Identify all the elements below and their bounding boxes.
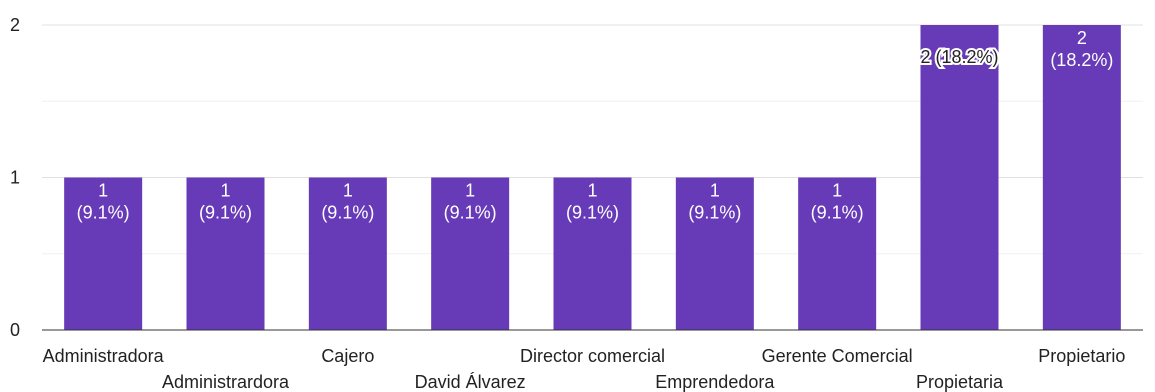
y-tick-label: 2 [10,15,20,35]
data-label: 1 [98,181,108,201]
y-tick-label: 0 [10,320,20,340]
x-tick-label: Cajero [321,346,374,366]
data-label: (9.1%) [566,203,619,223]
data-label: 1 [220,181,230,201]
x-axis: Administradora Administrardora Cajero David… [42,329,1143,392]
data-label: (9.1%) [77,203,130,223]
x-tick-label: Propietaria [916,372,1004,392]
x-tick-label: Propietario [1038,346,1125,366]
bar[interactable] [920,25,999,330]
bar[interactable] [308,177,387,331]
data-label: 1 [343,181,353,201]
x-tick-label: Emprendedora [655,372,775,392]
data-label: (9.1%) [444,203,497,223]
data-label: (9.1%) [321,203,374,223]
x-tick-label: Gerente Comercial [762,346,913,366]
bar[interactable] [798,177,877,331]
data-label: 2 [1077,28,1087,48]
x-tick-label: Director comercial [520,346,665,366]
bar[interactable] [553,177,632,331]
data-label: (9.1%) [688,203,741,223]
y-tick-label: 1 [10,168,20,188]
data-label: (18.2%) [1050,50,1113,70]
data-label: (9.1%) [199,203,252,223]
data-label: 1 [465,181,475,201]
y-axis: 0 1 2 [10,15,20,340]
data-label: 2 (18.2%) [920,47,998,67]
bar[interactable] [675,177,754,331]
bar[interactable] [186,177,265,331]
bar[interactable] [431,177,510,331]
data-label: 1 [710,181,720,201]
data-label: 1 [587,181,597,201]
data-label: (9.1%) [811,203,864,223]
x-tick-label: David Álvarez [415,372,526,392]
bar[interactable] [1042,25,1121,330]
x-tick-label: Administrardora [162,372,290,392]
x-tick-label: Administradora [43,346,165,366]
data-label: 1 [832,181,842,201]
bar[interactable] [64,177,143,331]
bars: 1(9.1%)1(9.1%)1(9.1%)1(9.1%)1(9.1%)1(9.1… [64,25,1121,330]
